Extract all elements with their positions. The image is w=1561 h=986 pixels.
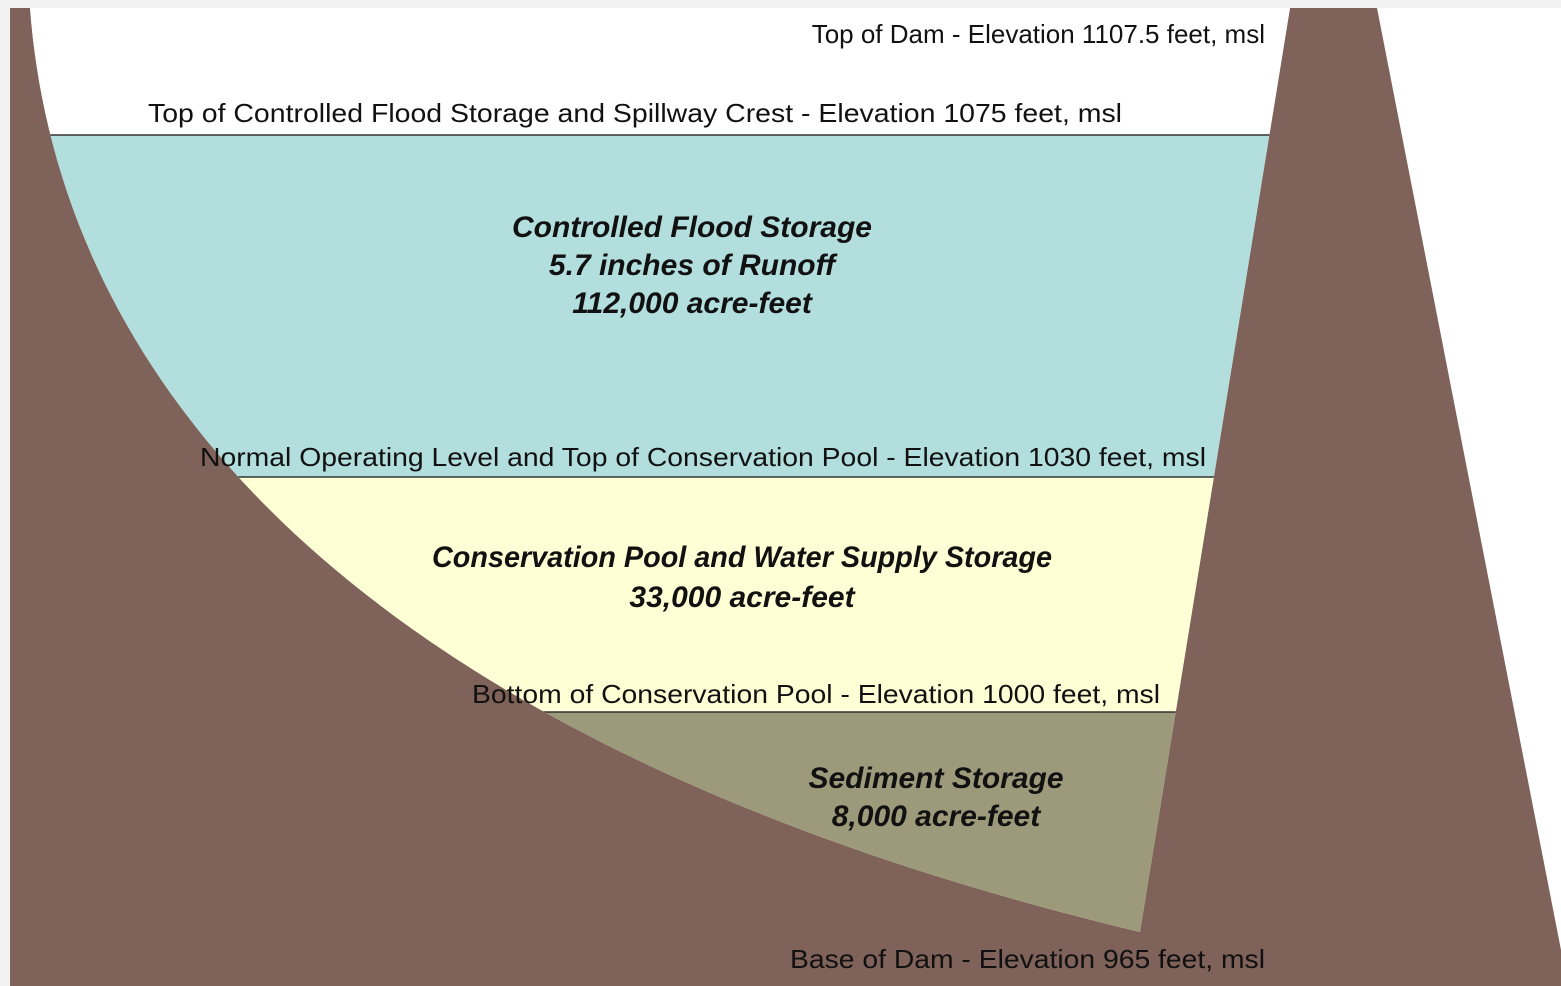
zone-label: Conservation Pool and Water Supply Stora…: [432, 541, 1052, 574]
level-label: Top of Dam - Elevation 1107.5 feet, msl: [812, 19, 1265, 49]
zone-label: 8,000 acre-feet: [832, 800, 1042, 833]
level-label: Normal Operating Level and Top of Conser…: [200, 442, 1206, 472]
level-label: Base of Dam - Elevation 965 feet, msl: [790, 944, 1265, 974]
zone-label: 33,000 acre-feet: [629, 581, 856, 614]
zone-label: 112,000 acre-feet: [572, 287, 814, 320]
zone-label: Sediment Storage: [808, 762, 1063, 795]
page: {"levels": [ {"label": "Top of Dam - Ele…: [0, 0, 1561, 986]
level-label: Top of Controlled Flood Storage and Spil…: [148, 98, 1122, 128]
level-label: Bottom of Conservation Pool - Elevation …: [472, 679, 1160, 709]
reservoir-diagram: Top of Dam - Elevation 1107.5 feet, msl …: [0, 0, 1561, 986]
zone-label: Controlled Flood Storage: [512, 211, 872, 244]
zone-label: 5.7 inches of Runoff: [549, 249, 838, 282]
